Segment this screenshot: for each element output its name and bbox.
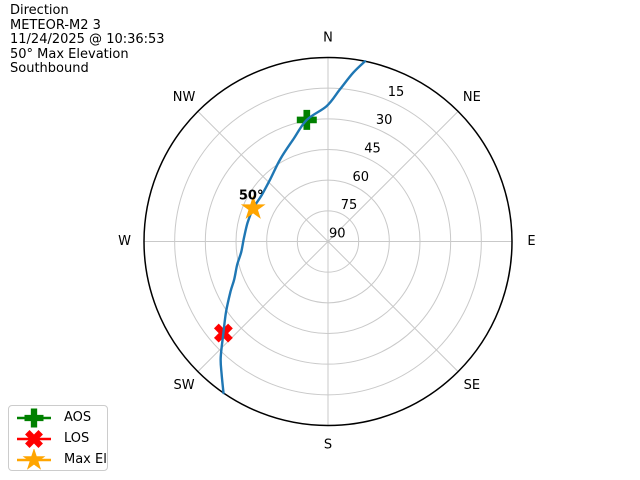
pass-direction: Southbound (10, 61, 89, 77)
horizon-circle (143, 56, 513, 427)
compass-label-se: SE (464, 378, 480, 393)
compass-label-nw: NW (173, 90, 196, 105)
compass-label-sw: SW (174, 378, 195, 393)
compass-label-n: N (323, 31, 333, 46)
compass-label-ne: NE (463, 90, 481, 105)
compass-label-e: E (527, 234, 535, 249)
elevation-ring (235, 149, 421, 334)
compass-label-s: S (324, 438, 332, 453)
pass-legend: AOS LOS Max El (8, 405, 108, 471)
legend-item-max-el: Max El (13, 448, 107, 470)
elevation-ring (296, 210, 360, 273)
elevation-tick-label: 30 (376, 113, 393, 128)
pass-timestamp: 11/24/2025 @ 10:36:53 (10, 32, 165, 48)
header-block: Direction METEOR-M2 3 11/24/2025 @ 10:36… (10, 3, 165, 77)
max-el-marker (240, 195, 266, 219)
aos-plus-icon (17, 408, 51, 427)
elevation-ring (174, 87, 482, 396)
legend-item-los: LOS (13, 428, 107, 449)
legend-label: AOS (64, 410, 92, 425)
max-el-star-icon (17, 448, 51, 470)
max-elevation-text: 50° Max Elevation (10, 46, 129, 62)
legend-label: LOS (64, 431, 90, 446)
satellite-track (219, 60, 367, 395)
los-x-icon (17, 429, 51, 448)
max-el-annotation: 50° (239, 188, 264, 203)
compass-label-w: W (118, 234, 131, 249)
elevation-tick-label: 15 (388, 85, 405, 100)
legend-item-aos: AOS (13, 407, 107, 428)
elevation-tick-label: 75 (341, 198, 358, 213)
elevation-ring (204, 118, 452, 365)
legend-label: Max El (64, 452, 107, 467)
elevation-tick-label: 60 (353, 170, 370, 185)
chart-title: Direction (10, 3, 69, 18)
satellite-name: METEOR-M2 3 (10, 17, 101, 33)
elevation-tick-label: 90 (329, 227, 346, 242)
elevation-ring (266, 179, 390, 304)
elevation-tick-label: 45 (364, 142, 381, 157)
